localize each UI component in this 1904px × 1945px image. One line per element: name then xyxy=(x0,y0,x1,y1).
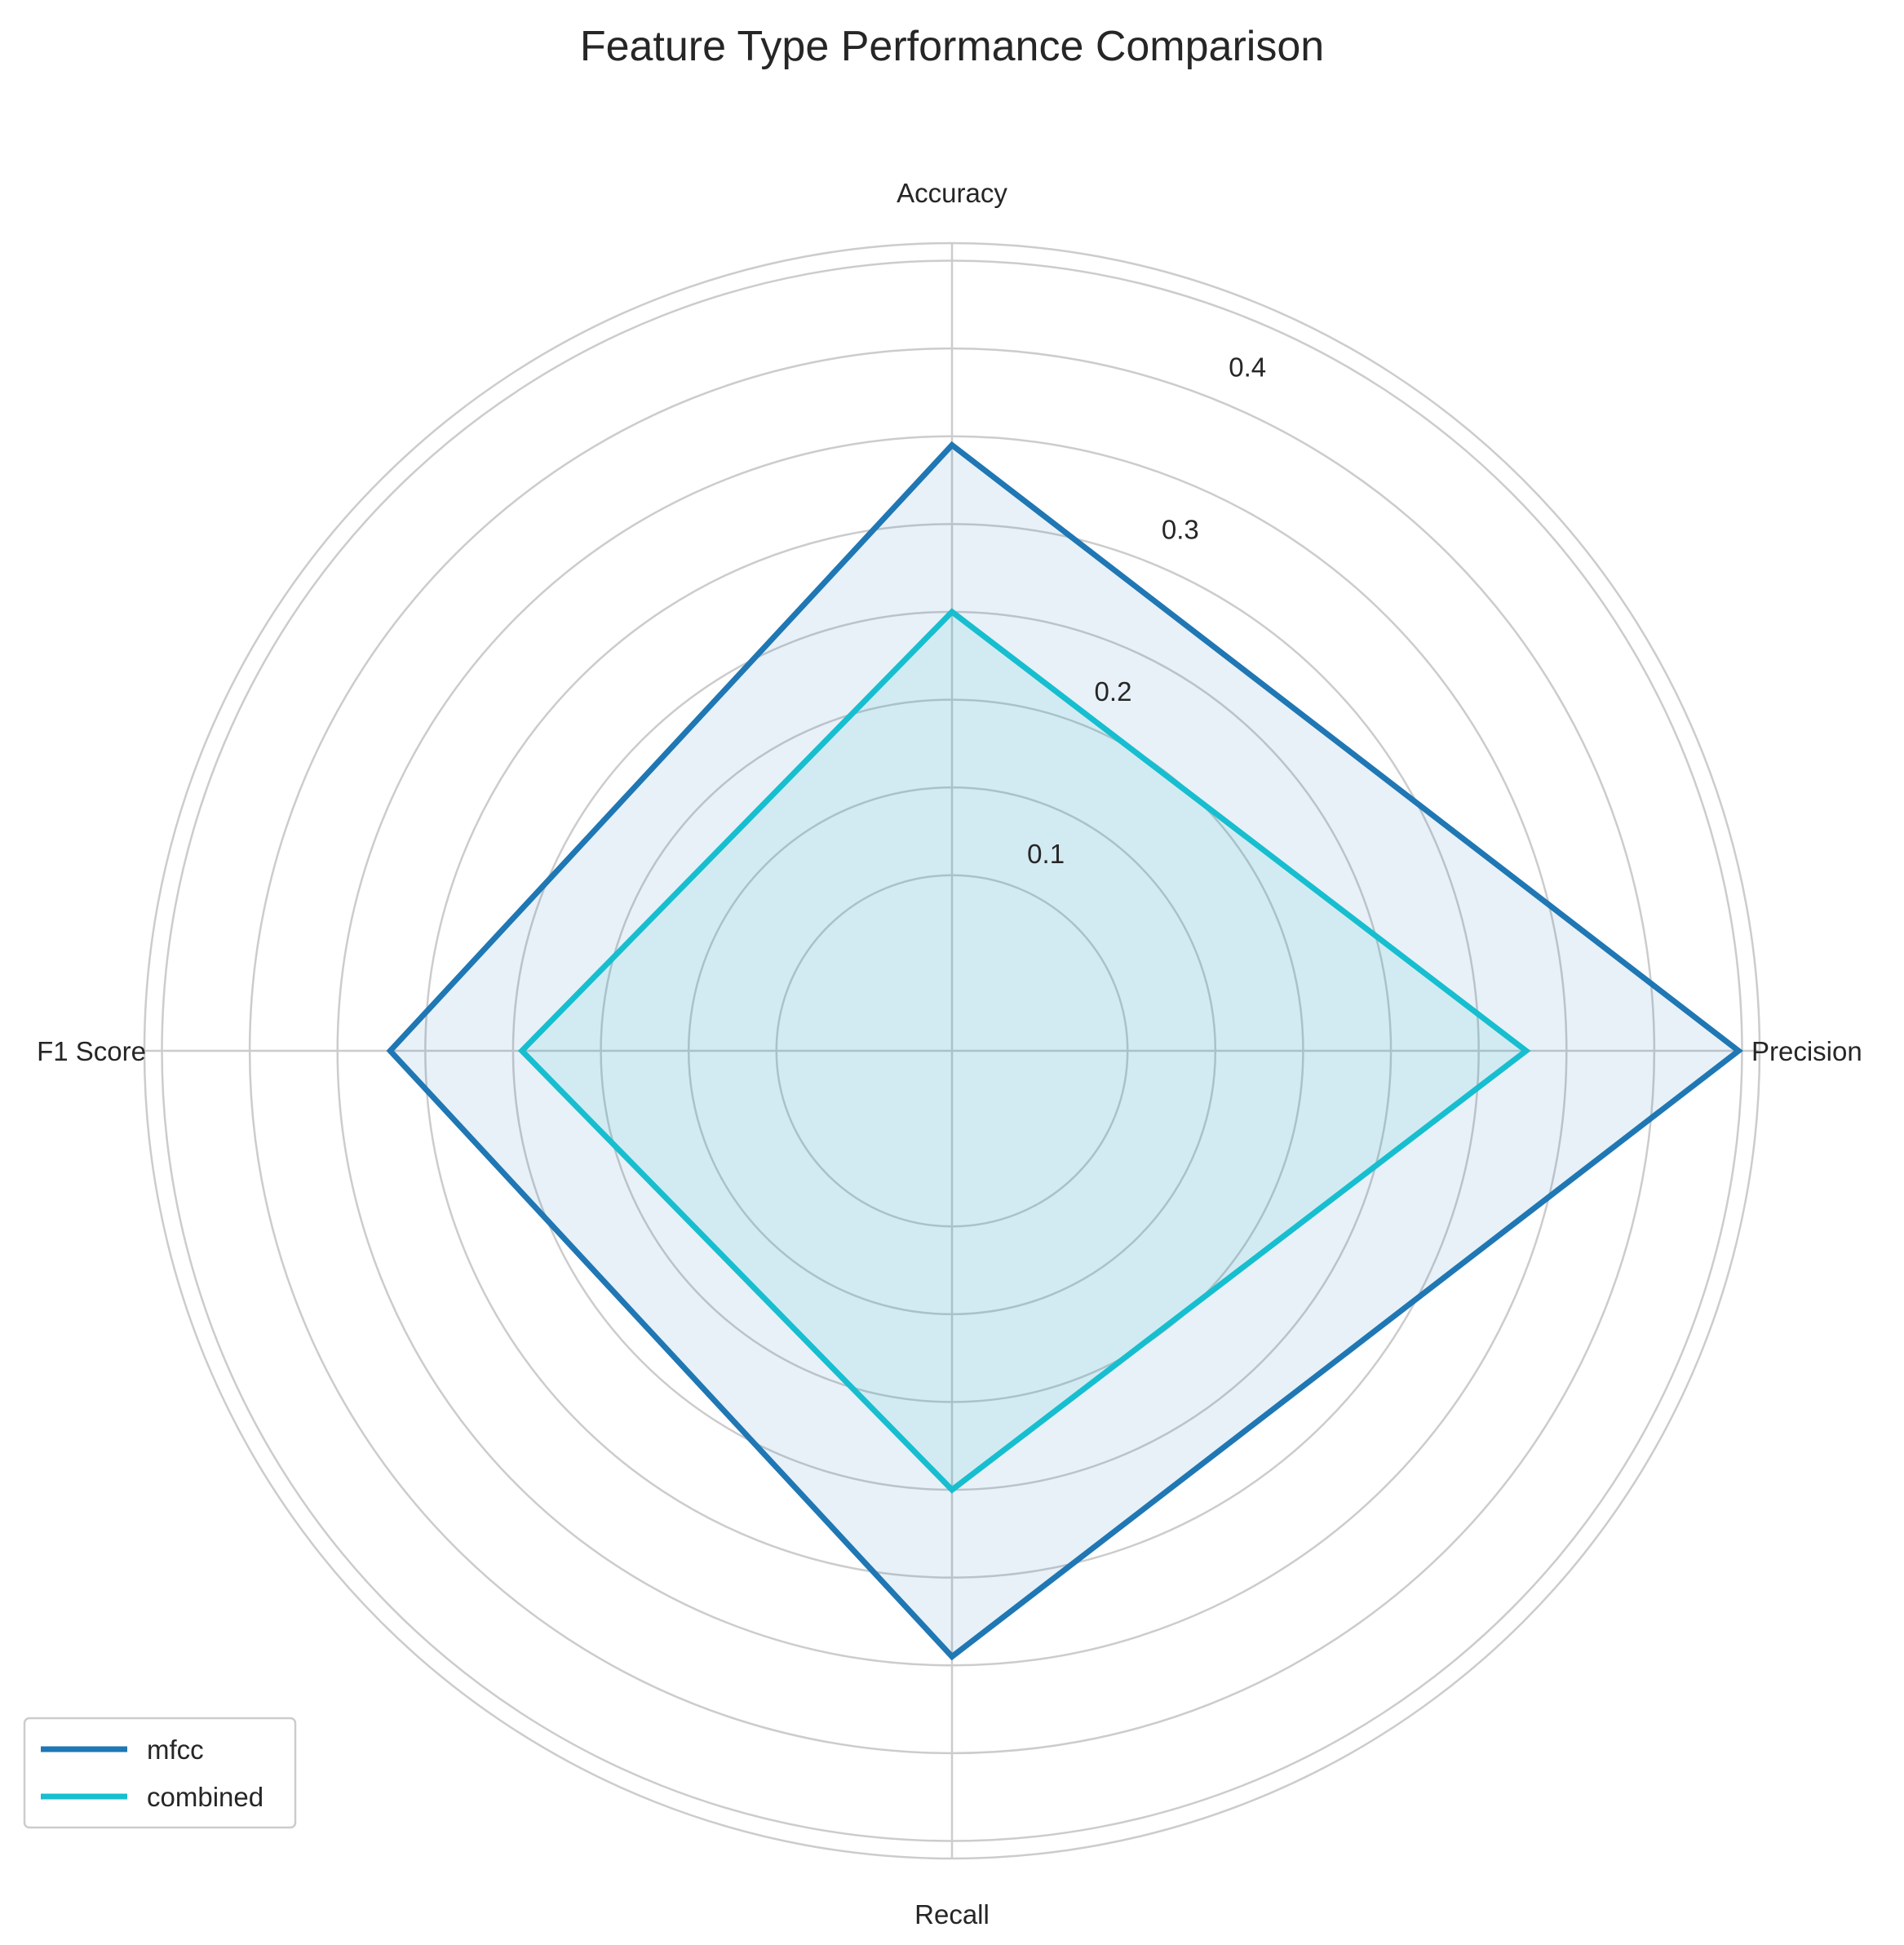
axis-label-recall: Recall xyxy=(914,1899,990,1929)
r-tick-label: 0.2 xyxy=(1095,676,1132,707)
legend-box xyxy=(23,1717,297,1829)
series-line-combined xyxy=(517,608,1531,1494)
r-tick-label: 0.1 xyxy=(1027,839,1065,869)
series-line-mfcc xyxy=(386,441,1743,1661)
legend: mfcc combined xyxy=(23,1717,297,1829)
radar-series xyxy=(386,441,1743,1661)
axis-label-accuracy: Accuracy xyxy=(897,178,1007,208)
radar-labels: 0.1 0.2 0.3 0.4 Accuracy Precision Recall F1 Sc… xyxy=(37,178,1862,1929)
chart-title: Feature Type Performance Comparison xyxy=(580,23,1324,70)
series-fill-mfcc xyxy=(390,445,1739,1657)
legend-label-mfcc: mfcc xyxy=(147,1735,204,1765)
legend-label-combined: combined xyxy=(147,1782,263,1812)
r-tick-label: 0.3 xyxy=(1162,514,1199,544)
series-fill-combined xyxy=(521,611,1526,1491)
axis-label-f1-score: F1 Score xyxy=(37,1036,146,1066)
axis-label-precision: Precision xyxy=(1751,1036,1862,1066)
r-tick-label: 0.4 xyxy=(1229,352,1266,382)
